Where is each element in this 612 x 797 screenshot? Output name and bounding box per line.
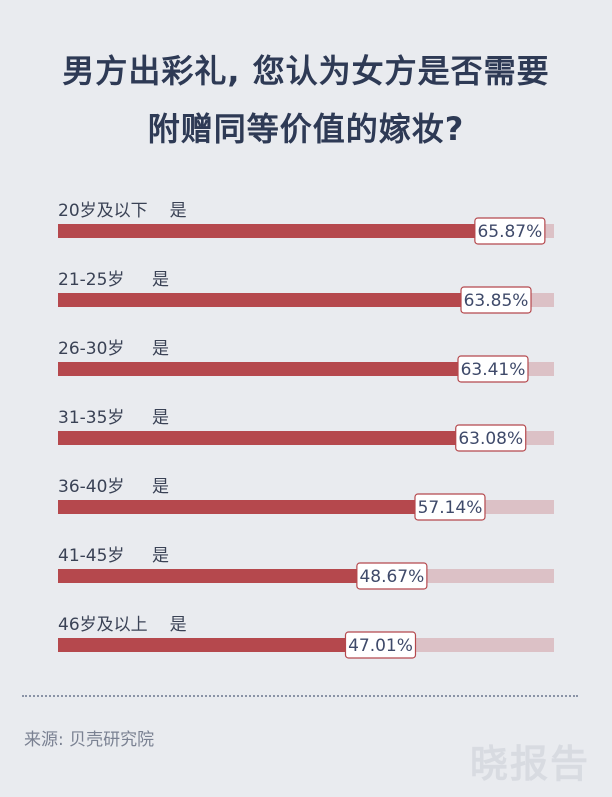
row-label-answer: 是 (152, 408, 169, 428)
row-label-group: 20岁及以下 (58, 201, 148, 221)
value-label-box (457, 355, 529, 383)
value-label: 57.14% (418, 498, 483, 518)
row-label-group: 31-35岁 (58, 408, 124, 428)
value-label-box (455, 424, 527, 452)
chart-title-line-1: 男方出彩礼, 您认为女方是否需要 (62, 52, 550, 90)
bar-value (58, 638, 381, 652)
row-label-answer: 是 (152, 339, 169, 359)
row-label-answer: 是 (152, 270, 169, 290)
chart-title: 男方出彩礼, 您认为女方是否需要 附赠同等价值的嫁妆? (0, 42, 612, 158)
bar-value (58, 224, 510, 238)
value-label: 63.08% (458, 429, 523, 449)
value-label: 48.67% (359, 567, 424, 587)
value-label: 63.41% (461, 360, 526, 380)
bar-value (58, 362, 493, 376)
value-label-box (460, 286, 532, 314)
row-label-answer: 是 (152, 477, 169, 497)
value-label-box (474, 217, 546, 245)
bar-value (58, 569, 392, 583)
row-label-answer: 是 (170, 615, 187, 635)
watermark-logo: 晓报告 (469, 742, 590, 786)
bar-value (58, 293, 497, 307)
footer-divider (22, 695, 578, 697)
value-label: 63.85% (464, 291, 529, 311)
chart-title-line-2: 附赠同等价值的嫁妆? (147, 110, 465, 148)
row-label-group: 26-30岁 (58, 339, 124, 359)
value-label-box (344, 631, 417, 659)
row-label-group: 41-45岁 (58, 546, 124, 566)
value-label: 47.01% (348, 636, 413, 656)
bar-value (58, 431, 491, 445)
value-label-box (414, 493, 486, 521)
row-label-answer: 是 (152, 546, 169, 566)
bar-value (58, 500, 450, 514)
row-label-answer: 是 (170, 201, 187, 221)
value-label-box (356, 562, 428, 590)
row-label-group: 36-40岁 (58, 477, 124, 497)
row-label-group: 21-25岁 (58, 270, 124, 290)
value-label: 65.87% (477, 222, 542, 242)
source-note: 来源: 贝壳研究院 (24, 730, 155, 750)
row-label-group: 46岁及以上 (58, 615, 148, 635)
bar-chart: 20岁及以下 是65.87%21-25岁 是63.85%26-30岁 是63.41%3… (58, 201, 554, 659)
